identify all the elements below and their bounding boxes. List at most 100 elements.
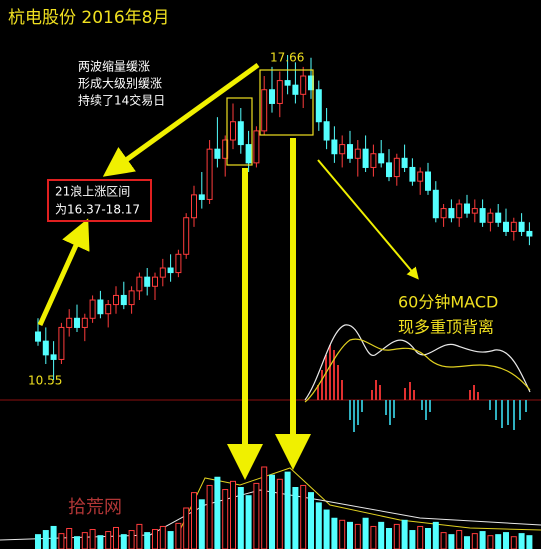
candle-body — [261, 89, 268, 132]
candle-body — [50, 354, 57, 360]
volume-ma — [179, 467, 541, 531]
candle-body — [159, 267, 166, 278]
volume-bar — [276, 478, 283, 549]
volume-bar — [136, 523, 143, 549]
volume-bar — [58, 533, 65, 549]
volume-bar — [495, 534, 502, 549]
candle-body — [331, 139, 338, 155]
macd-dea — [304, 338, 531, 403]
volume-bar — [300, 484, 307, 549]
volume-bar — [237, 487, 244, 549]
candle-body — [300, 75, 307, 95]
macd-cyan-bars — [349, 400, 527, 432]
volume-bar — [323, 509, 330, 549]
candle-body — [401, 157, 408, 168]
low-label: 10.55 — [28, 374, 62, 388]
volume-bar — [152, 529, 158, 549]
wave-note: 两波缩量缓涨 形成大级别缓涨 持续了14交易日 — [78, 59, 165, 108]
candle-body — [292, 84, 299, 95]
volume-bar — [479, 531, 486, 549]
macd-panel — [304, 324, 531, 432]
volume-bar — [183, 507, 190, 549]
candle-body — [42, 340, 49, 356]
volume-bar — [354, 523, 361, 549]
volume-bar — [245, 495, 252, 549]
annotation: 60分钟MACD — [398, 293, 498, 312]
volume-bar — [331, 517, 338, 549]
candle-body — [191, 194, 197, 219]
volume-bar — [503, 532, 509, 549]
candle-body — [362, 148, 369, 168]
candle-body — [440, 208, 447, 219]
volume-bar — [89, 529, 96, 549]
candle-body — [269, 89, 275, 104]
volume-bar — [269, 474, 275, 549]
volume-bar — [440, 532, 447, 549]
candle-body — [230, 121, 236, 141]
volume-bar — [253, 482, 260, 549]
volume-bar — [175, 522, 182, 549]
candle-body — [144, 276, 151, 287]
candle-body — [113, 294, 119, 306]
candle-body — [510, 221, 517, 232]
volume-bar — [222, 489, 229, 549]
annotation: 形成大级别缓涨 — [78, 76, 162, 91]
candle-body — [347, 144, 353, 159]
candle-body — [105, 304, 112, 315]
volume-bar — [456, 530, 463, 549]
range-box — [47, 179, 152, 222]
candle-body — [448, 208, 455, 219]
candle-body — [471, 208, 478, 214]
candle-body — [284, 80, 291, 86]
candle-body — [136, 276, 143, 292]
volume-bar — [66, 528, 73, 549]
candle-body — [479, 208, 486, 223]
candle-body — [152, 276, 158, 287]
candle-body — [456, 203, 463, 219]
candle-body — [97, 299, 104, 315]
candle-body — [526, 230, 533, 237]
volume-bar — [362, 517, 369, 549]
candle-body — [167, 267, 174, 274]
volume-bar — [35, 534, 41, 549]
candle-body — [58, 326, 65, 360]
candle-body — [354, 148, 361, 159]
candle-body — [128, 290, 135, 306]
volume-bar — [432, 521, 439, 549]
volume-bar — [464, 536, 470, 549]
annotation: 为16.37-18.17 — [55, 203, 140, 217]
volume-bar — [518, 533, 525, 549]
candle-body — [175, 253, 182, 274]
volumes — [35, 466, 533, 549]
candle-body — [276, 80, 283, 104]
volume-bar — [42, 530, 49, 549]
watermark: 拾荒网 — [68, 497, 122, 518]
candle-body — [518, 221, 525, 232]
candle-body — [464, 203, 470, 214]
volume-bar — [526, 535, 533, 549]
candle-body — [198, 194, 205, 200]
volume-bar — [339, 519, 346, 549]
volume-bar — [159, 525, 166, 549]
volume-bar — [144, 532, 151, 549]
candle-body — [339, 144, 346, 155]
volume-bar — [487, 535, 494, 549]
annotation: 21浪上涨区间 — [55, 184, 130, 199]
candle-body — [81, 317, 88, 328]
volume-bar — [113, 526, 119, 549]
volume-bar — [425, 528, 431, 549]
volume-bar — [448, 534, 455, 549]
volume-bar — [401, 519, 408, 549]
volume-bar — [97, 535, 104, 549]
volume-bar — [105, 531, 112, 549]
highlight-boxes — [226, 69, 314, 166]
candle-body — [222, 139, 229, 159]
volume-bar — [261, 466, 268, 549]
chart-title: 杭电股份 2016年8月 — [8, 8, 169, 28]
candle-body — [425, 171, 431, 191]
candle-body — [386, 162, 392, 178]
candle-body — [495, 212, 502, 223]
candle-body — [74, 317, 80, 328]
volume-bar — [128, 530, 135, 549]
candle-body — [315, 89, 322, 123]
